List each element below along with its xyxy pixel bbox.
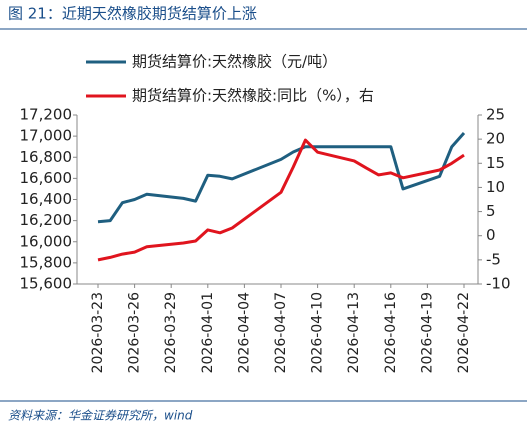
x-tick-label: 2026-04-10 — [310, 292, 326, 373]
x-tick-label: 2026-04-22 — [456, 292, 472, 373]
y2-tick-label: -5 — [486, 250, 501, 268]
x-tick-label: 2026-04-07 — [273, 292, 289, 373]
x-tick-label: 2026-03-26 — [127, 292, 143, 373]
y2-tick-label: 10 — [486, 178, 505, 196]
y-tick-label: 17,200 — [20, 106, 73, 124]
x-tick-label: 2026-03-23 — [90, 292, 106, 373]
y-tick-label: 15,800 — [20, 253, 73, 271]
y2-tick-label: 25 — [486, 106, 505, 124]
source: 资料来源：华金证券研究所，wind — [8, 409, 193, 423]
x-tick-label: 2026-03-29 — [163, 292, 179, 373]
y2-tick-label: -10 — [486, 275, 511, 293]
y-tick-label: 16,800 — [20, 148, 73, 166]
legend-label: 期货结算价:天然橡胶（元/吨） — [132, 53, 337, 71]
y-tick-label: 16,200 — [20, 211, 73, 229]
x-tick-label: 2026-04-01 — [200, 292, 216, 373]
x-tick-label: 2026-04-13 — [346, 292, 362, 373]
series-line — [97, 138, 465, 262]
y2-tick-label: 0 — [486, 226, 496, 244]
series-line — [97, 132, 466, 224]
chart-title: 图 21：近期天然橡胶期货结算价上涨 — [8, 5, 257, 23]
y-tick-label: 16,400 — [20, 190, 73, 208]
y2-tick-label: 20 — [486, 130, 505, 148]
y-tick-label: 17,000 — [20, 127, 73, 145]
y2-tick-label: 15 — [486, 154, 505, 172]
x-tick-label: 2026-04-16 — [383, 292, 399, 373]
y-tick-label: 16,600 — [20, 169, 73, 187]
legend-label: 期货结算价:天然橡胶:同比（%），右 — [132, 87, 374, 105]
y-tick-label: 16,000 — [20, 232, 73, 250]
y2-tick-label: 5 — [486, 202, 496, 220]
x-tick-label: 2026-04-04 — [236, 292, 252, 373]
y-tick-label: 15,600 — [20, 275, 73, 293]
x-tick-label: 2026-04-19 — [419, 292, 435, 373]
